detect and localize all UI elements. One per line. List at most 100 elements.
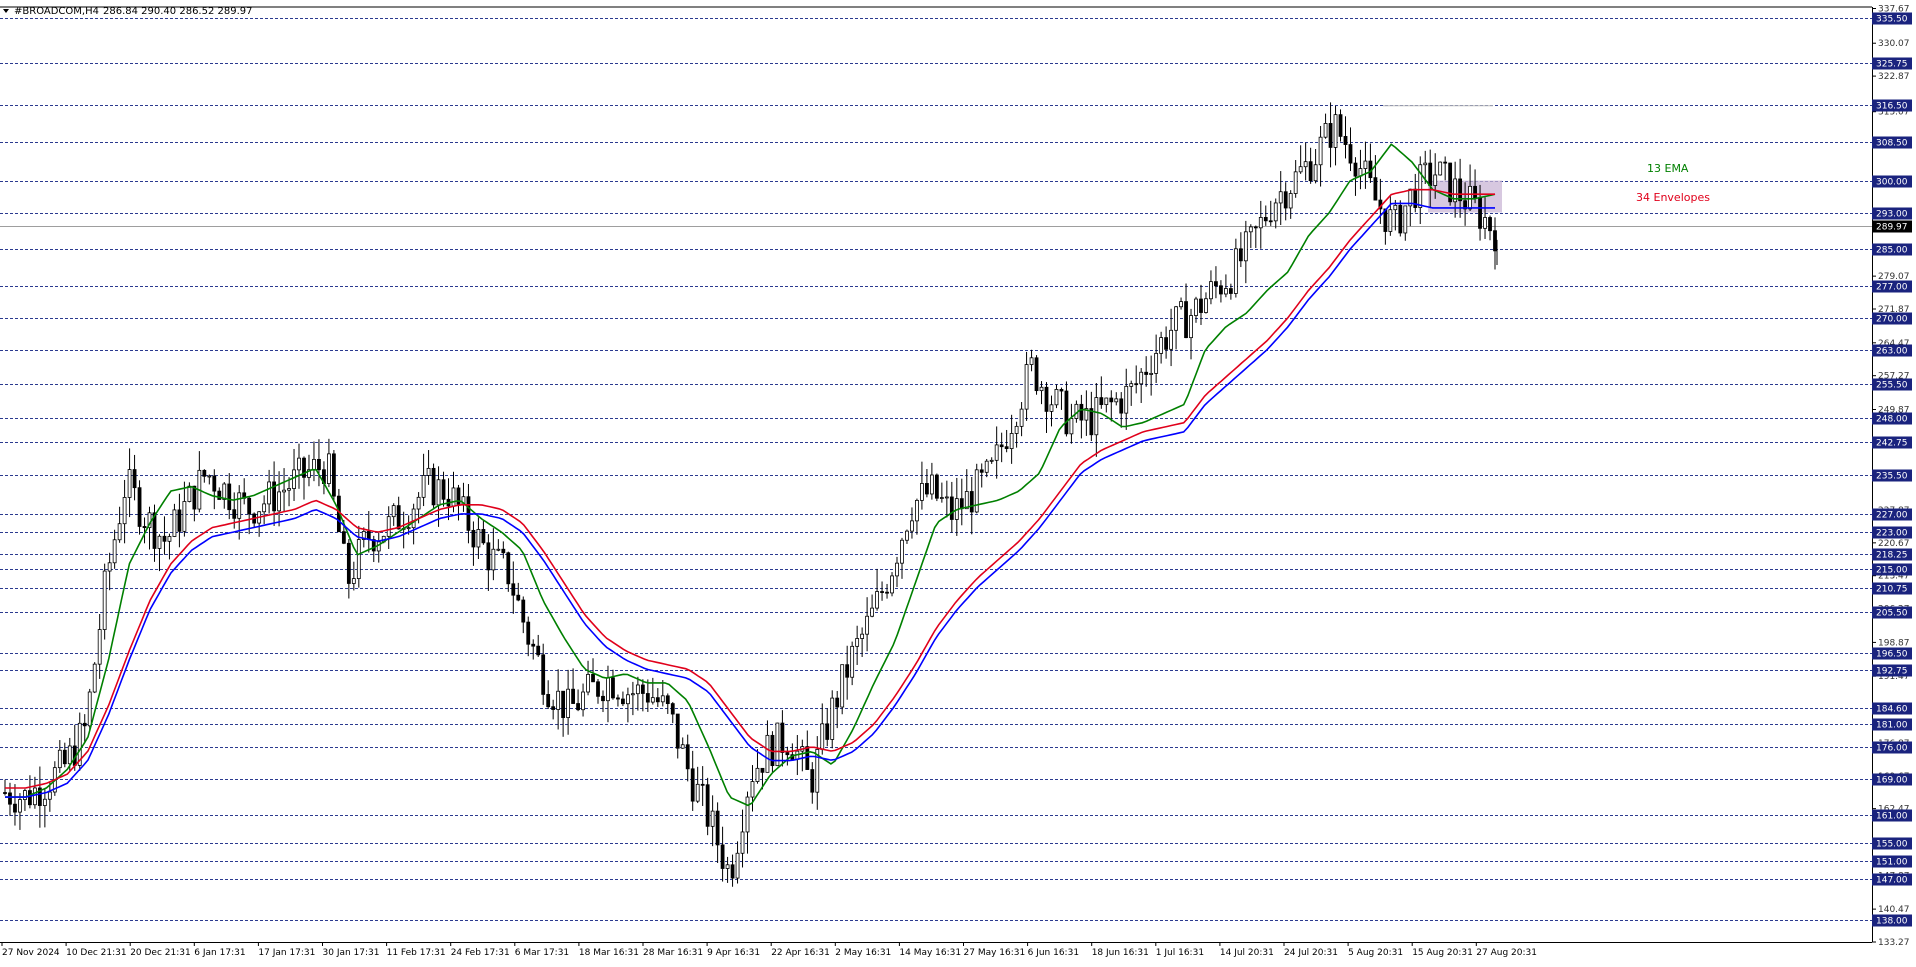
- candle-body: [591, 673, 595, 683]
- candle-body: [715, 810, 720, 846]
- candle-body: [287, 488, 291, 491]
- candle-body: [601, 695, 605, 702]
- candle-body: [1243, 231, 1248, 262]
- candle-body: [885, 591, 889, 594]
- candle-body: [117, 523, 122, 541]
- candle-body: [132, 469, 137, 489]
- candle-body: [406, 527, 411, 530]
- level-price-box: [1872, 664, 1912, 677]
- candle-body: [1014, 425, 1019, 434]
- level-price-box: [1872, 606, 1912, 619]
- candle-body: [1393, 204, 1398, 211]
- candle-body: [695, 783, 700, 802]
- level-price-label: 181.00: [1876, 721, 1908, 731]
- candle-body: [396, 505, 401, 530]
- y-tick-label: 279.07: [1878, 272, 1910, 282]
- candle-body: [835, 697, 840, 708]
- candle-body: [1169, 329, 1173, 350]
- x-tick-label: 6 Mar 17:31: [515, 948, 569, 958]
- x-tick-label: 14 Jul 20:31: [1220, 948, 1274, 958]
- candle-body: [207, 475, 212, 478]
- y-tick-label: 337.67: [1878, 5, 1910, 15]
- candle-body: [272, 481, 276, 512]
- candle-body: [1463, 200, 1468, 210]
- x-tick-label: 24 Feb 17:31: [451, 948, 510, 958]
- candle-body: [1338, 114, 1343, 137]
- candle-body: [810, 769, 815, 793]
- level-price-label: 316.50: [1876, 102, 1908, 112]
- candle-body: [247, 497, 252, 515]
- candle-body: [292, 469, 296, 489]
- x-tick-label: 17 Jan 17:31: [258, 948, 315, 958]
- candle-body: [750, 781, 755, 798]
- candle-body: [217, 490, 222, 500]
- candle-body: [1408, 188, 1413, 207]
- candle-body: [1458, 178, 1463, 202]
- candle-body: [1448, 162, 1453, 203]
- candle-body: [222, 483, 227, 500]
- candle-body: [1488, 217, 1492, 232]
- candle-body: [825, 723, 830, 740]
- y-tick-label: 257.27: [1878, 372, 1910, 382]
- candle-body: [1024, 364, 1029, 410]
- candle-body: [1004, 446, 1009, 449]
- x-tick-label: 28 Mar 16:31: [643, 948, 703, 958]
- candle-body: [436, 479, 441, 506]
- candle-body: [1159, 337, 1164, 354]
- x-tick-label: 14 May 16:31: [899, 948, 961, 958]
- candle-body: [501, 548, 506, 554]
- candle-body: [1273, 202, 1278, 222]
- candle-body: [979, 469, 984, 473]
- candle-body: [586, 673, 590, 693]
- envelope-label: 34 Envelopes: [1636, 191, 1710, 204]
- x-tick-label: 6 Jan 17:31: [194, 948, 245, 958]
- candle-body: [1034, 357, 1039, 392]
- level-price-box: [1872, 773, 1912, 786]
- level-price-label: 147.00: [1876, 876, 1908, 886]
- level-price-label: 248.00: [1876, 415, 1908, 425]
- candle-body: [1418, 164, 1423, 208]
- x-tick-label: 27 May 16:31: [964, 948, 1026, 958]
- x-tick-label: 20 Dec 21:31: [130, 948, 191, 958]
- candle-body: [895, 562, 899, 577]
- candle-body: [1204, 298, 1208, 313]
- candle-body: [611, 677, 615, 699]
- candle-body: [57, 749, 62, 769]
- level-price-label: 235.50: [1876, 472, 1908, 482]
- candle-body: [606, 677, 610, 702]
- candle-body: [1473, 185, 1477, 199]
- candle-body: [1238, 248, 1243, 262]
- candle-body: [964, 491, 969, 510]
- candle-body: [705, 784, 710, 827]
- candle-body: [760, 767, 765, 773]
- y-tick-label: 315.07: [1878, 108, 1910, 118]
- level-price-box: [1872, 436, 1912, 449]
- candle-body: [665, 695, 670, 704]
- x-tick-label: 18 Mar 16:31: [579, 948, 639, 958]
- collapse-triangle-icon[interactable]: [3, 9, 9, 13]
- candle-body: [267, 481, 272, 505]
- current-price-label: 289.97: [1876, 223, 1908, 233]
- level-price-box: [1872, 526, 1912, 539]
- candle-body: [700, 783, 705, 786]
- y-tick-label: 271.87: [1878, 305, 1910, 315]
- candle-body: [3, 792, 7, 794]
- candle-body: [1139, 371, 1144, 385]
- candle-body: [1298, 166, 1303, 173]
- x-tick-label: 30 Jan 17:31: [323, 948, 380, 958]
- candle-body: [1363, 160, 1368, 169]
- candle-body: [1019, 408, 1024, 427]
- candle-body: [870, 607, 874, 617]
- candle-body: [1483, 217, 1487, 229]
- level-price-label: 210.75: [1876, 585, 1908, 595]
- y-tick-label: 249.87: [1878, 405, 1910, 415]
- candle-body: [855, 638, 860, 647]
- level-price-box: [1872, 57, 1912, 70]
- candle-body: [1214, 281, 1218, 287]
- candle-body: [1453, 178, 1458, 203]
- candle-body: [1084, 408, 1089, 421]
- candle-body: [561, 690, 566, 718]
- candle-body: [1154, 352, 1159, 374]
- candle-body: [840, 664, 845, 708]
- x-tick-label: 18 Jun 16:31: [1092, 948, 1149, 958]
